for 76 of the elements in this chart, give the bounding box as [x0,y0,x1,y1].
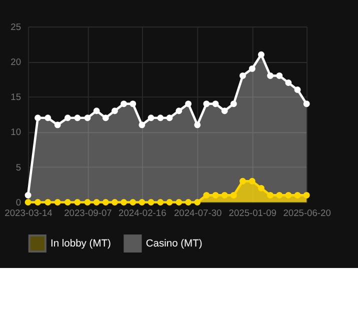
point [185,199,192,206]
point [221,108,228,114]
x-tick-label: 2025-01-09 [228,208,276,218]
point [221,192,228,198]
point [34,114,42,122]
point [84,114,91,122]
point [294,192,301,198]
point [185,100,192,108]
y-tick-label: 5 [16,162,22,172]
point [24,192,32,198]
point [267,72,274,79]
point [166,199,173,206]
point [212,100,219,108]
point [285,192,292,198]
point [240,178,246,184]
point [176,199,182,206]
y-tick-label: 10 [10,127,22,138]
point [230,192,237,198]
point [194,199,201,206]
point [130,100,136,108]
x-tick-label: 2025-06-20 [283,208,331,218]
legend-label: In lobby (MT) [50,238,111,250]
point [148,199,154,206]
point [203,192,210,198]
x-tick-label: 2024-02-16 [118,208,166,218]
point [64,199,71,206]
point [44,199,52,206]
point [230,100,237,108]
point [54,199,61,206]
point [148,114,154,122]
point [54,122,61,128]
point [138,199,146,206]
point [194,122,201,128]
point [102,199,109,206]
x-tick-label: 2023-09-07 [64,208,112,218]
y-tick-label: 25 [10,22,22,32]
legend-label: Casino (MT) [146,238,202,250]
point [285,80,292,86]
point [276,192,283,198]
point [111,108,118,114]
point [258,184,264,192]
point [212,192,219,198]
point [24,199,32,206]
point [157,114,164,122]
point [34,199,42,206]
point [130,199,136,206]
point [276,72,283,79]
point [120,100,128,108]
point [64,114,71,122]
point [157,199,164,206]
point [258,51,264,58]
point [120,199,128,206]
point [84,199,91,206]
y-tick-label: 0 [16,198,22,208]
point [111,199,118,206]
point [93,108,100,114]
point [248,65,256,72]
y-tick-label: 15 [10,92,22,102]
point [203,100,210,108]
point [267,192,274,198]
point [138,122,146,128]
point [74,199,81,206]
x-tick-label: 2023-03-14 [4,208,52,218]
point [294,86,301,93]
point [166,114,173,122]
point [74,114,81,122]
x-tick-label: 2024-07-30 [174,208,222,218]
point [240,72,246,79]
point [303,192,310,198]
y-tick-label: 20 [10,56,22,67]
point [93,199,100,206]
point [176,108,182,114]
point [44,114,52,122]
point [248,178,256,184]
point [102,114,109,122]
point [303,100,310,108]
